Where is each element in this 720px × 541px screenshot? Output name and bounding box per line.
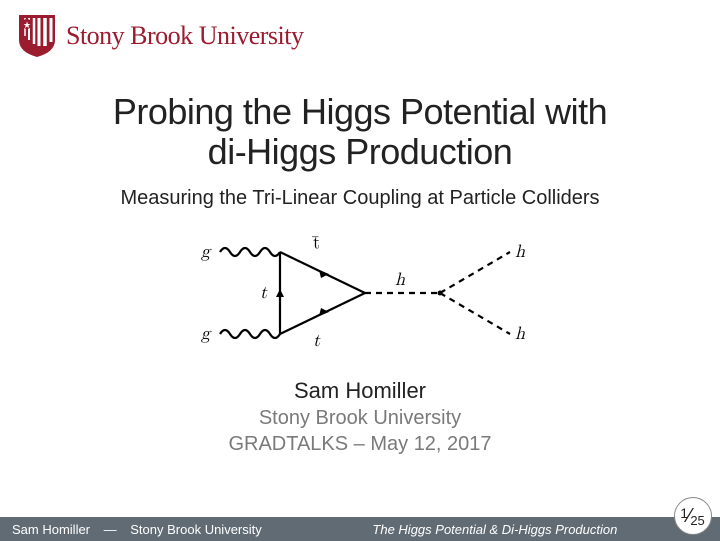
footer-affil: Stony Brook University [130,522,262,537]
feynman-diagram: g g t̄ t t h h h [195,234,525,352]
footer-center: The Higgs Potential & Di-Higgs Productio… [262,522,708,537]
label-h-bottom: h [515,323,525,345]
institution-light: University [193,21,304,50]
author-name: Sam Homiller [0,378,720,404]
header-logo: ★ Stony Brook University [18,14,303,58]
slide-root: ★ Stony Brook University Probing the Hig… [0,0,720,541]
page-current: 1 [680,505,688,521]
author-block: Sam Homiller Stony Brook University GRAD… [0,378,720,456]
footer-left: Sam Homiller — Stony Brook University [12,522,262,537]
title-line-1: Probing the Higgs Potential with [0,92,720,132]
footer-bar: Sam Homiller — Stony Brook University Th… [0,517,720,541]
shield-logo-icon: ★ [18,14,56,58]
label-h-top: h [515,241,525,263]
label-tbar: t̄ [313,232,320,254]
svg-text:★: ★ [23,20,31,30]
footer-separator: — [104,522,117,537]
label-t-bottom: t [313,330,320,352]
institution-bold: Stony Brook [66,21,193,50]
label-h-prop: h [395,269,405,291]
label-gluon-bottom: g [201,323,210,345]
page-number-badge: 1 ⁄ 25 [674,497,712,535]
institution-name: Stony Brook University [66,21,303,51]
label-gluon-top: g [201,241,210,263]
title-line-2: di-Higgs Production [0,132,720,172]
feynman-svg [195,234,525,352]
main-title: Probing the Higgs Potential with di-Higg… [0,92,720,173]
subtitle: Measuring the Tri-Linear Coupling at Par… [0,187,720,210]
talk-meta: GRADTALKS – May 12, 2017 [0,433,720,456]
page-total: 25 [690,513,704,528]
author-affiliation: Stony Brook University [0,407,720,430]
feynman-diagram-container: g g t̄ t t h h h [0,234,720,352]
footer-author: Sam Homiller [12,522,90,537]
title-block: Probing the Higgs Potential with di-Higg… [0,92,720,210]
label-t-left: t [260,282,267,304]
